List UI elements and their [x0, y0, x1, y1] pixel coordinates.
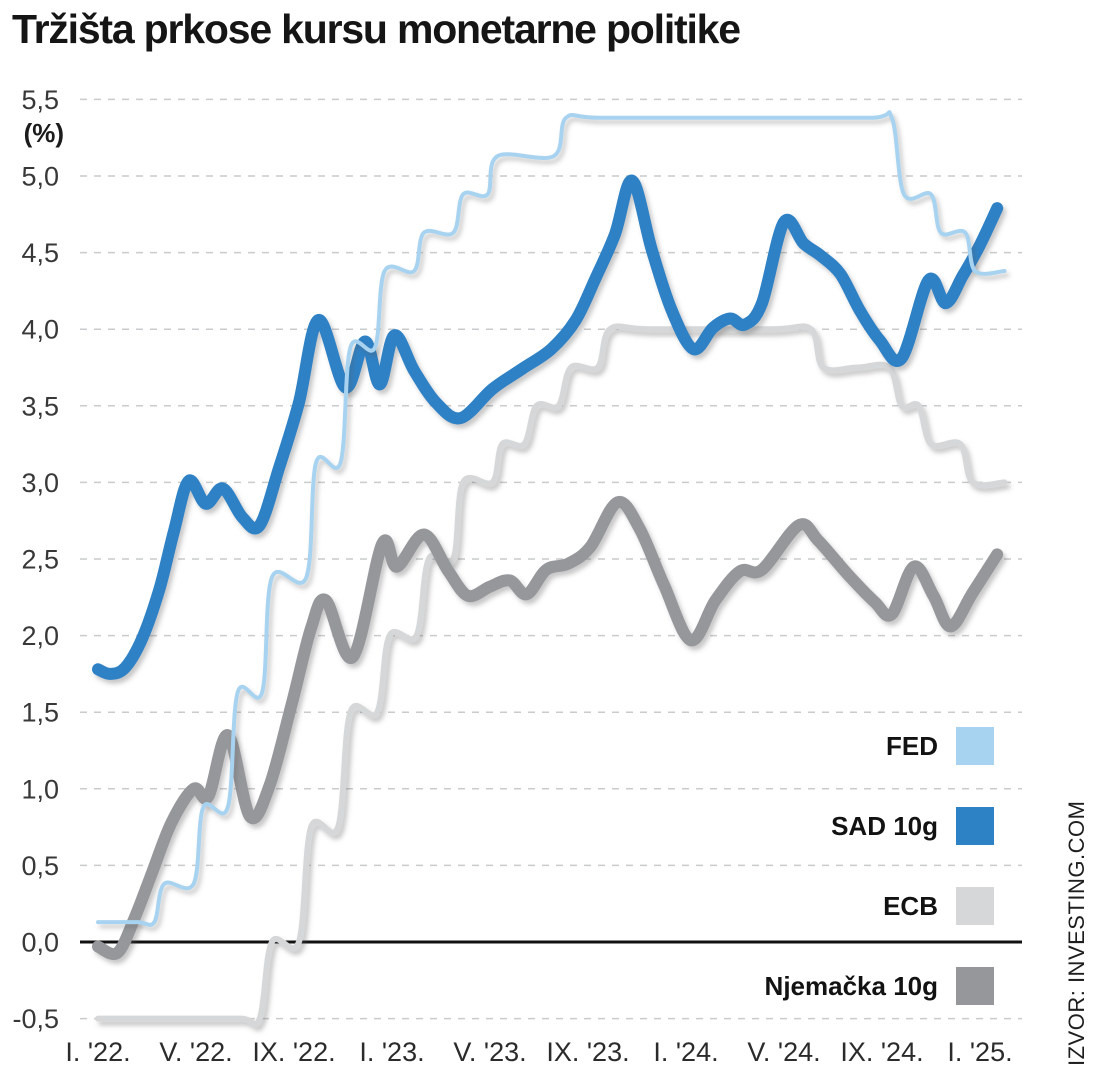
y-tick-label: 5,0 — [21, 162, 59, 192]
x-tick-label: V. '22. — [159, 1037, 232, 1067]
series-line-ecb — [95, 323, 1008, 1028]
x-tick-label: I. '22. — [65, 1037, 130, 1067]
axis-label-layer: 5,5 5,0 4,5 4,0 3,5 3,0 2,5 2,0 1,5 1,0 0,5 0,0 -0,5… — [12, 85, 1012, 1067]
y-tick-label: 1,0 — [21, 774, 59, 804]
series-layer — [92, 110, 1008, 1028]
x-tick-label: IX. '23. — [546, 1037, 629, 1067]
x-tick-label: IX. '22. — [252, 1037, 335, 1067]
grid-layer — [80, 98, 1022, 1020]
y-tick-label: 0,5 — [21, 851, 59, 881]
y-tick-label: 5,5 — [21, 85, 59, 115]
y-tick-label: 4,5 — [21, 238, 59, 268]
series-line-njemacka-10g — [92, 496, 1004, 960]
series-line-sad-10g — [92, 174, 1004, 680]
x-tick-label: IX. '24. — [840, 1037, 923, 1067]
x-tick-label: I. '24. — [653, 1037, 718, 1067]
y-tick-label: 4,0 — [21, 315, 59, 345]
x-tick-label: I. '25. — [947, 1037, 1012, 1067]
y-tick-label: 2,0 — [21, 621, 59, 651]
y-tick-label: -0,5 — [12, 1004, 59, 1034]
x-tick-label: I. '23. — [359, 1037, 424, 1067]
x-tick-label: V. '24. — [747, 1037, 820, 1067]
source-credit: IZVOR: INVESTING.COM — [1064, 800, 1089, 1066]
y-tick-label: 3,5 — [21, 391, 59, 421]
y-tick-label: 3,0 — [21, 468, 59, 498]
page-title: Tržišta prkose kursu monetarne politike — [12, 6, 741, 52]
y-tick-label: 2,5 — [21, 545, 59, 575]
y-axis-unit-label: (%) — [23, 118, 64, 148]
series-line-fed — [96, 110, 1007, 927]
x-tick-label: V. '23. — [453, 1037, 526, 1067]
y-tick-label: 0,0 — [21, 928, 59, 958]
y-tick-label: 1,5 — [21, 698, 59, 728]
